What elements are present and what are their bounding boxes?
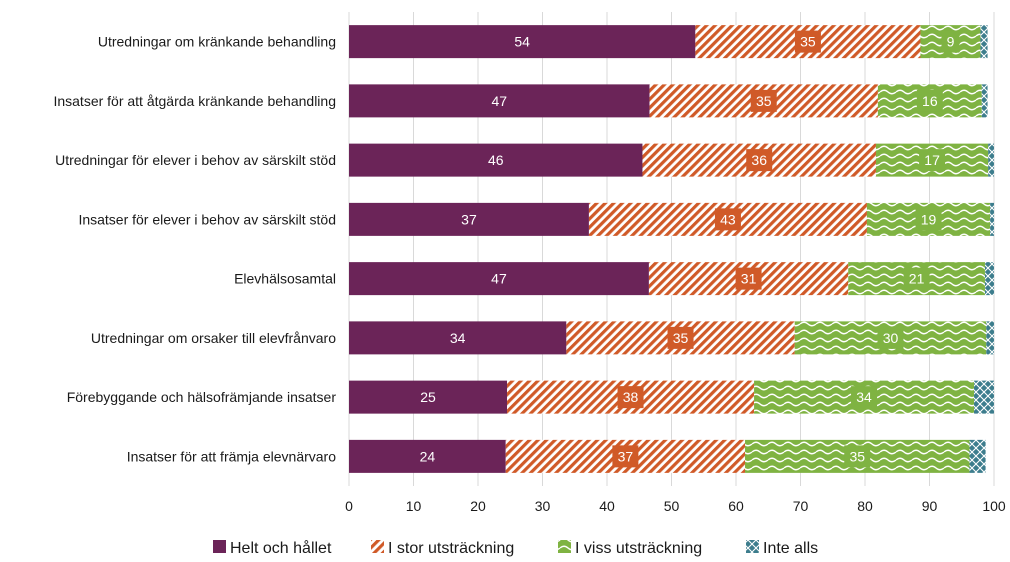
- bar-segment: [986, 321, 994, 355]
- data-label: 35: [849, 448, 865, 464]
- data-label: 9: [947, 34, 955, 50]
- legend-swatch: [746, 540, 759, 553]
- bar-segment: [984, 262, 994, 296]
- bar-segment: [974, 380, 994, 414]
- data-label-background: [941, 30, 960, 53]
- data-label-background: [794, 30, 821, 53]
- x-axis-tick-labels: 0 10 20 30 40 50 60 70 80 90 100: [345, 498, 1006, 514]
- x-tick-label: 0: [345, 498, 353, 514]
- data-label: 38: [623, 389, 639, 405]
- data-label: 35: [756, 93, 772, 109]
- data-label: 24: [420, 448, 436, 464]
- data-label: 37: [461, 211, 477, 227]
- bar-segment: [349, 202, 589, 236]
- data-label-background: [903, 267, 930, 290]
- x-tick-label: 20: [470, 498, 486, 514]
- data-label: 31: [741, 271, 757, 287]
- bar-segment: [988, 143, 994, 177]
- legend-label: Inte alls: [763, 540, 818, 557]
- bar-segment: [980, 25, 988, 59]
- legend-swatch: [371, 540, 384, 553]
- data-label: 25: [420, 389, 436, 405]
- x-tick-label: 40: [599, 498, 615, 514]
- data-label: 17: [924, 152, 940, 168]
- data-label: 46: [488, 152, 504, 168]
- data-label-background: [844, 445, 871, 468]
- bar-segment: [349, 143, 643, 177]
- x-tick-label: 90: [922, 498, 938, 514]
- data-label-background: [714, 208, 741, 231]
- data-label: 19: [921, 211, 937, 227]
- data-label: 21: [909, 271, 925, 287]
- bar-segment: [969, 439, 986, 473]
- data-label: 37: [618, 448, 634, 464]
- bar-segment: [990, 202, 994, 236]
- data-label-background: [877, 326, 904, 349]
- category-label: Elevhälsosamtal: [234, 271, 336, 287]
- bar-segment: [349, 84, 650, 118]
- category-label: Förebyggande och hälsofrämjande insatser: [67, 389, 337, 405]
- bars-group: 54 35 9 47 35 16 46 36 17 37 43 19 47 31 21 34 35 30 25 38 3…: [349, 25, 994, 473]
- legend-swatch: [213, 540, 226, 553]
- data-label: 54: [514, 34, 530, 50]
- bar-segment: [349, 439, 506, 473]
- legend-label: I viss utsträckning: [575, 540, 702, 557]
- legend-label: Helt och hållet: [230, 539, 332, 557]
- bar-segment: [981, 84, 988, 118]
- data-label-background: [746, 149, 773, 172]
- x-tick-label: 100: [982, 498, 1006, 514]
- data-label-background: [750, 89, 777, 112]
- data-label: 34: [856, 389, 872, 405]
- data-label-background: [916, 89, 943, 112]
- category-label: Insatser för att främja elevnärvaro: [127, 448, 337, 464]
- data-label-background: [919, 149, 946, 172]
- category-label: Utredningar om kränkande behandling: [98, 34, 336, 50]
- category-label: Insatser för elever i behov av särskilt …: [78, 211, 336, 227]
- x-tick-label: 70: [793, 498, 809, 514]
- data-label: 36: [751, 152, 767, 168]
- legend: Helt och hållet I stor utsträckning I viss…: [213, 539, 818, 557]
- data-label-background: [667, 326, 694, 349]
- x-tick-label: 10: [406, 498, 422, 514]
- category-label: Insatser för att åtgärda kränkande behan…: [53, 93, 336, 109]
- data-label-background: [617, 386, 644, 409]
- x-tick-label: 60: [728, 498, 744, 514]
- data-label: 34: [450, 330, 466, 346]
- data-label-background: [851, 386, 878, 409]
- x-tick-label: 80: [857, 498, 873, 514]
- data-label: 35: [673, 330, 689, 346]
- data-label: 16: [922, 93, 938, 109]
- data-label: 43: [720, 211, 736, 227]
- legend-label: I stor utsträckning: [388, 540, 514, 557]
- data-label-background: [915, 208, 942, 231]
- category-label: Utredningar för elever i behov av särski…: [55, 152, 336, 168]
- data-label-background: [735, 267, 762, 290]
- data-label: 47: [491, 93, 507, 109]
- bar-segment: [349, 321, 567, 355]
- category-label: Utredningar om orsaker till elevfrånvaro: [91, 330, 336, 346]
- data-label: 35: [800, 34, 816, 50]
- data-label-background: [612, 445, 639, 468]
- x-tick-label: 50: [664, 498, 680, 514]
- data-label: 47: [491, 271, 507, 287]
- bar-segment: [349, 380, 508, 414]
- legend-swatch: [558, 540, 571, 553]
- bar-segment: [349, 25, 696, 59]
- grid-lines: [348, 12, 995, 486]
- bar-segment: [349, 262, 649, 296]
- category-labels: Utredningar om kränkande behandling Insat…: [53, 34, 336, 465]
- data-label: 30: [883, 330, 899, 346]
- x-tick-label: 30: [535, 498, 551, 514]
